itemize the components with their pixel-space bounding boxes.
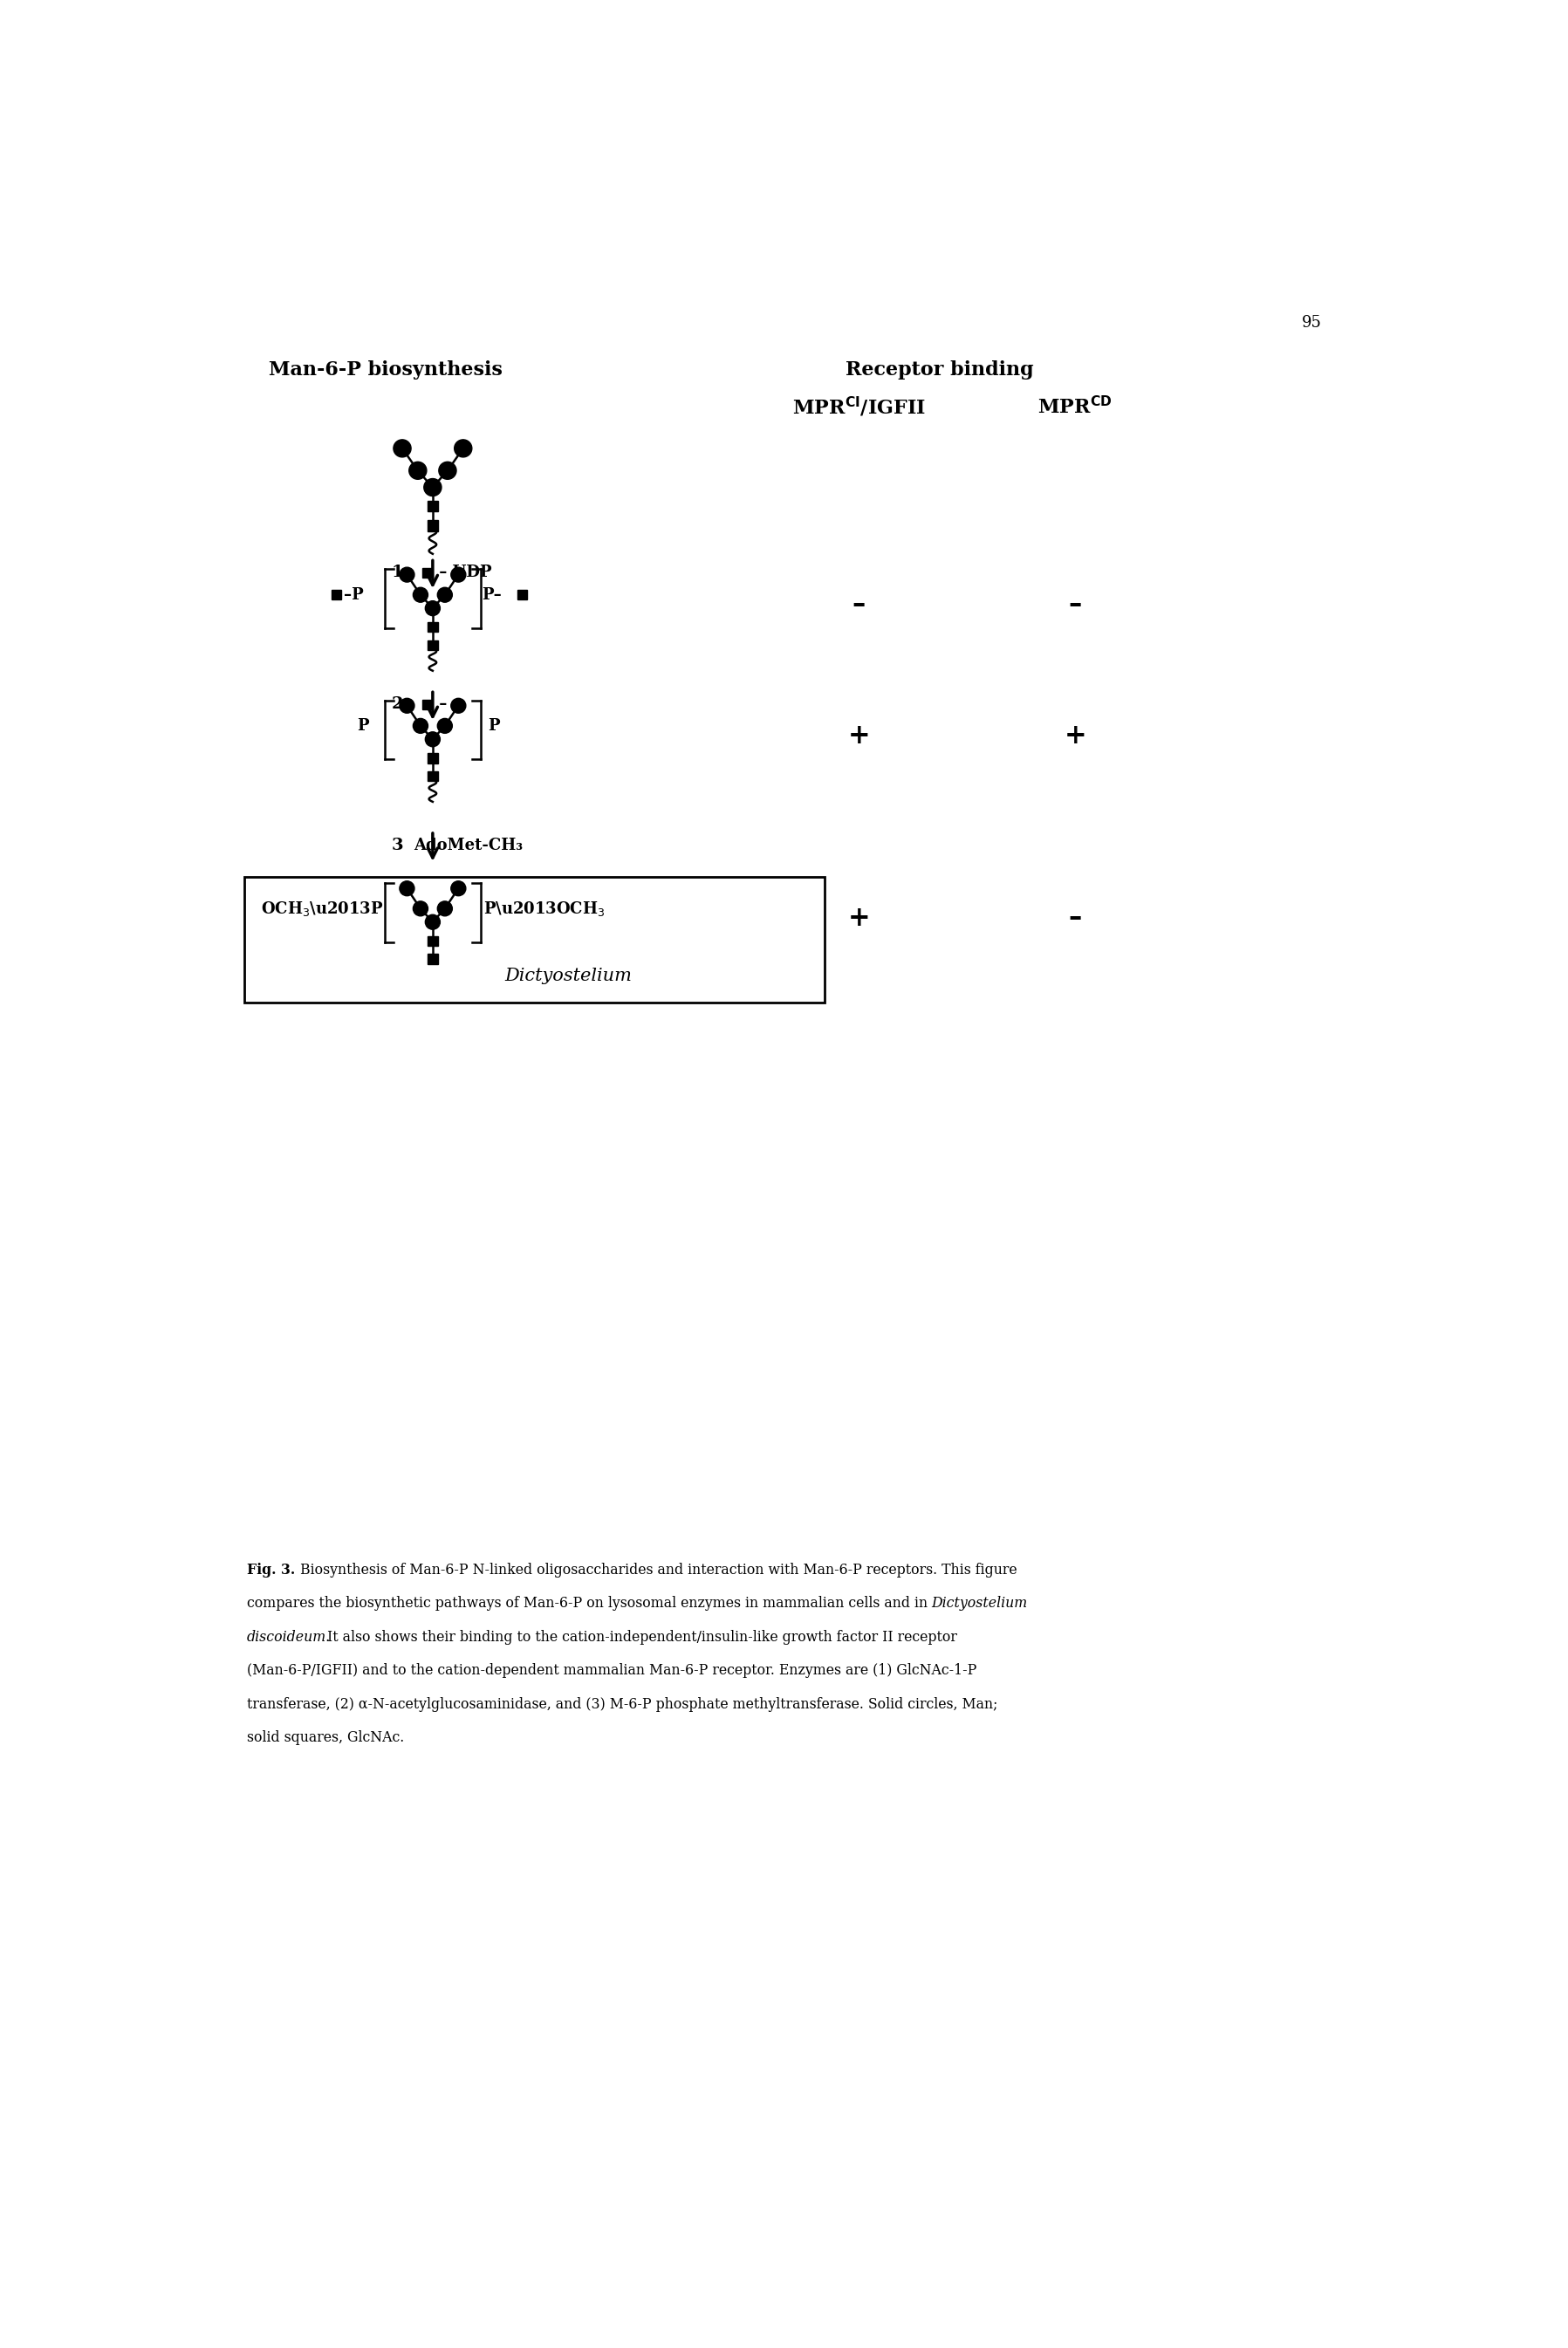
Text: 2: 2	[392, 697, 403, 711]
Text: Receptor binding: Receptor binding	[845, 359, 1033, 380]
Text: 1: 1	[392, 566, 403, 580]
Text: Dictyostelium: Dictyostelium	[505, 967, 632, 984]
Bar	[428, 953, 437, 965]
Circle shape	[394, 439, 411, 458]
Text: – UDP: – UDP	[434, 566, 492, 580]
Text: AdoMet-CH₃: AdoMet-CH₃	[414, 838, 524, 852]
Text: +: +	[848, 904, 870, 932]
Circle shape	[452, 880, 466, 897]
Circle shape	[439, 463, 456, 479]
Bar	[245, 878, 825, 1003]
Text: It also shows their binding to the cation-independent/insulin-like growth factor: It also shows their binding to the catio…	[323, 1630, 956, 1644]
Text: 3: 3	[392, 838, 403, 852]
Text: 95: 95	[1301, 315, 1322, 331]
Bar	[428, 622, 437, 632]
Text: OCH$_3$\u2013P: OCH$_3$\u2013P	[262, 899, 384, 918]
Text: P: P	[488, 718, 500, 733]
Text: Fig. 3.: Fig. 3.	[246, 1561, 295, 1578]
Text: Biosynthesis of Man-6-P N-linked oligosaccharides and interaction with Man-6-P r: Biosynthesis of Man-6-P N-linked oligosa…	[295, 1561, 1016, 1578]
Text: –: –	[1068, 592, 1082, 618]
Text: P: P	[356, 718, 368, 733]
Text: P\u2013OCH$_3$: P\u2013OCH$_3$	[483, 899, 605, 918]
Circle shape	[425, 916, 441, 930]
Circle shape	[437, 587, 452, 601]
Text: –: –	[1068, 904, 1082, 932]
Text: –P: –P	[343, 587, 364, 603]
Bar	[422, 568, 433, 578]
Bar	[426, 521, 437, 531]
Circle shape	[400, 880, 414, 897]
Circle shape	[400, 697, 414, 714]
Circle shape	[437, 902, 452, 916]
Circle shape	[425, 601, 441, 615]
Text: discoideum.: discoideum.	[246, 1630, 331, 1644]
Circle shape	[412, 587, 428, 601]
Bar	[428, 754, 437, 763]
Circle shape	[412, 718, 428, 733]
Bar	[517, 589, 527, 599]
Bar	[332, 589, 342, 599]
Bar	[426, 500, 437, 512]
Text: MPR$^{\mathbf{CI}}$/IGFII: MPR$^{\mathbf{CI}}$/IGFII	[792, 394, 925, 418]
Bar	[428, 770, 437, 782]
Circle shape	[452, 697, 466, 714]
Text: –: –	[434, 697, 447, 711]
Text: solid squares, GlcNAc.: solid squares, GlcNAc.	[246, 1730, 405, 1745]
Circle shape	[409, 463, 426, 479]
Circle shape	[455, 439, 472, 458]
Circle shape	[400, 568, 414, 582]
Text: Dictyostelium: Dictyostelium	[931, 1597, 1027, 1611]
Text: +: +	[1065, 723, 1087, 749]
Bar	[428, 937, 437, 946]
Circle shape	[437, 718, 452, 733]
Text: P–: P–	[481, 587, 502, 603]
Text: transferase, (2) α-N-acetylglucosaminidase, and (3) M-6-P phosphate methyltransf: transferase, (2) α-N-acetylglucosaminida…	[246, 1698, 997, 1712]
Text: (Man-6-P/IGFII) and to the cation-dependent mammalian Man-6-P receptor. Enzymes : (Man-6-P/IGFII) and to the cation-depend…	[246, 1662, 977, 1679]
Text: Man-6-P biosynthesis: Man-6-P biosynthesis	[268, 359, 502, 380]
Text: MPR$^{\mathbf{CD}}$: MPR$^{\mathbf{CD}}$	[1038, 397, 1112, 418]
Circle shape	[412, 902, 428, 916]
Circle shape	[423, 479, 442, 495]
Text: +: +	[848, 723, 870, 749]
Circle shape	[452, 568, 466, 582]
Text: –: –	[851, 592, 866, 618]
Bar	[422, 700, 433, 709]
Bar	[428, 641, 437, 650]
Text: compares the biosynthetic pathways of Man-6-P on lysosomal enzymes in mammalian : compares the biosynthetic pathways of Ma…	[246, 1597, 931, 1611]
Circle shape	[425, 733, 441, 747]
